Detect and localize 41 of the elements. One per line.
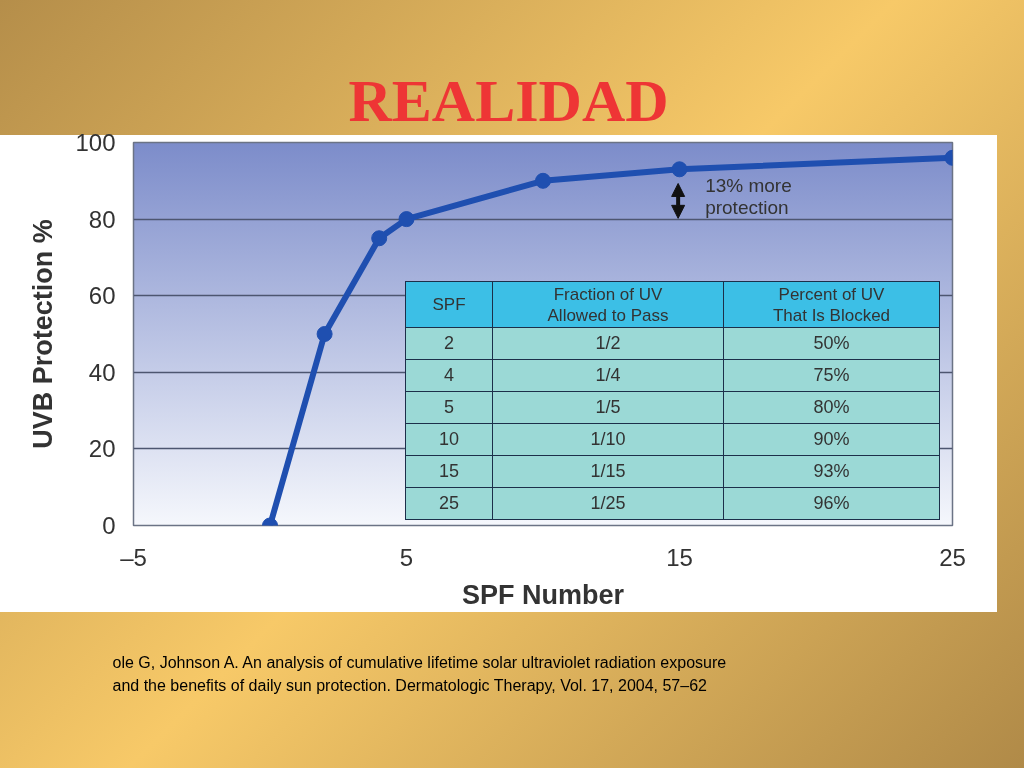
text: 1/15 (590, 461, 626, 481)
text: 10 (438, 429, 460, 449)
category-label: Percent of UV That Is Blocked (723, 281, 940, 328)
x-tick-label: 5 (399, 543, 414, 571)
x-tick-label: 25 (939, 543, 966, 571)
x-tick-label: –5 (120, 543, 147, 571)
text: 25 (438, 493, 460, 513)
x-tick-label: 15 (666, 543, 693, 571)
y-tick-label: 60 (88, 282, 116, 310)
text: 96% (813, 493, 850, 513)
text: 2 (443, 333, 454, 353)
text: 1/10 (590, 429, 626, 449)
text: 1/5 (595, 397, 621, 417)
y-tick-label: 80 (88, 205, 116, 233)
y-tick-label: 20 (88, 435, 116, 463)
y-tick-label: 0 (102, 512, 116, 539)
point (398, 211, 415, 228)
annotation: 13% more protection (705, 175, 792, 218)
y-tick-label: 100 (75, 129, 116, 156)
y-axis-title: UVB Protection % (28, 219, 59, 449)
text: 5 (443, 397, 454, 417)
point (671, 161, 688, 178)
category-label: SPF (405, 281, 493, 328)
category-label: Fraction of UV Allowed to Pass (492, 281, 724, 328)
text: 4 (443, 365, 454, 385)
chart-title: REALIDAD (348, 67, 669, 134)
point (535, 172, 551, 189)
y-tick-label: 40 (88, 358, 116, 386)
text: 1/4 (595, 365, 621, 385)
text: 1/25 (590, 493, 626, 513)
text: 80% (813, 397, 850, 417)
text: 93% (813, 461, 850, 481)
x-axis-title: SPF Number (461, 579, 625, 610)
point (371, 230, 388, 247)
text: 1/2 (595, 333, 621, 353)
text: 90% (813, 429, 850, 449)
text: 75% (813, 365, 850, 385)
text: 50% (813, 333, 850, 353)
text: 15 (438, 461, 460, 481)
point (316, 326, 333, 342)
text: ole G, Johnson A. An analysis of cumulative lifetime solar ultraviolet radiation exposure and the benefits of daily sun protection. Dermatologic Therapy, Vol. 17, 2004, 57–62 (112, 653, 727, 695)
